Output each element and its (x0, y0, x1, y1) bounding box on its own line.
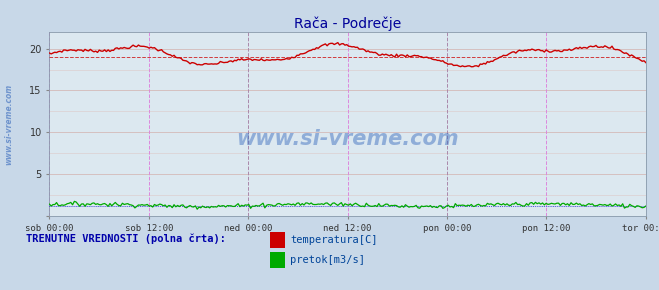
Text: pretok[m3/s]: pretok[m3/s] (290, 255, 365, 265)
Title: Rača - Podrečje: Rača - Podrečje (294, 16, 401, 31)
Text: temperatura[C]: temperatura[C] (290, 235, 378, 245)
Text: www.si-vreme.com: www.si-vreme.com (4, 84, 13, 165)
Text: www.si-vreme.com: www.si-vreme.com (237, 129, 459, 149)
Text: TRENUTNE VREDNOSTI (polna črta):: TRENUTNE VREDNOSTI (polna črta): (26, 233, 226, 244)
